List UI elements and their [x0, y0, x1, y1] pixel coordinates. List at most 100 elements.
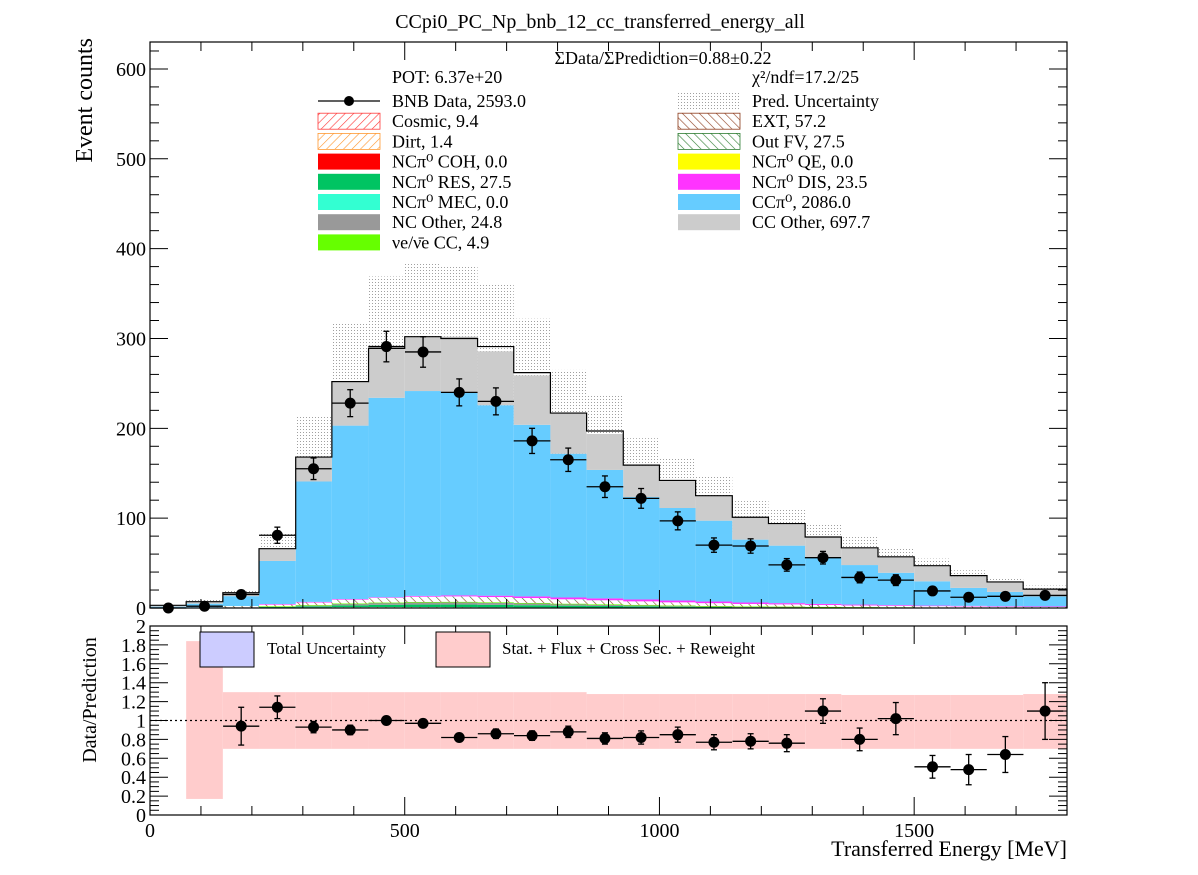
- y-tick-label-bottom: 1.4: [121, 673, 146, 695]
- stack-bar-7: [987, 606, 1024, 608]
- stack-bar-7: [768, 605, 806, 607]
- stack-bar-12: [950, 576, 988, 588]
- stack-bar-3: [623, 606, 660, 608]
- stack-bar-12: [805, 537, 842, 558]
- stack-bar-12: [550, 413, 587, 454]
- y-tick-label-bottom: 0: [136, 805, 146, 827]
- ratio-point: [672, 729, 684, 741]
- ratio-point: [781, 737, 793, 749]
- data-point: [635, 492, 647, 504]
- ratio-band-bin: [950, 694, 988, 749]
- data-point: [927, 585, 939, 597]
- prediction-total-outline: [149, 336, 1068, 608]
- legend-swatch: [318, 214, 380, 231]
- stack-bar-7: [732, 604, 769, 607]
- stack-bar-6: [404, 601, 441, 603]
- y-tick-label-top: 600: [116, 59, 146, 81]
- legend-swatch: [677, 112, 741, 130]
- stack-bar-10: [695, 601, 733, 604]
- stack-bar-8: [841, 605, 878, 607]
- x-tick-label-bottom: 500: [390, 820, 420, 842]
- data-point: [854, 571, 866, 583]
- stack-bar-11: [259, 560, 296, 605]
- stack-bar-7: [513, 600, 551, 603]
- stack-bar-12: [987, 581, 1024, 592]
- stack-bar-10: [440, 595, 478, 597]
- data-point: [308, 463, 320, 475]
- data-point: [344, 397, 356, 409]
- legend-swatch: [678, 153, 740, 170]
- legend-label: Dirt, 1.4: [392, 131, 453, 151]
- stack-bar-7: [586, 601, 624, 605]
- y-tick-label-bottom: 1.2: [121, 692, 146, 714]
- stack-bar-8: [732, 603, 769, 605]
- data-point: [708, 539, 720, 551]
- stack-bar-6: [368, 602, 405, 604]
- data-point: [235, 589, 247, 601]
- stack-bar-11: [331, 425, 369, 600]
- ratio-point: [562, 726, 574, 738]
- y-tick-label-bottom: 0.2: [121, 786, 146, 808]
- stack-bar-10: [295, 601, 332, 603]
- y-tick-label-bottom: 0.6: [121, 748, 146, 770]
- y-tick-label-bottom: 0.8: [121, 729, 146, 751]
- ratio-point: [890, 713, 902, 725]
- legend-label: NCπ⁰ MEC, 0.0: [392, 192, 508, 212]
- stack-bar-12: [659, 481, 696, 509]
- y-tick-label-bottom: 1.8: [121, 635, 146, 657]
- stack-bar-7: [877, 606, 915, 608]
- stack-bar-10: [259, 604, 296, 605]
- stack-bar-6: [695, 606, 733, 607]
- stack-bar-3: [331, 605, 369, 608]
- stack-bar-11: [550, 453, 587, 598]
- legend-swatch: [318, 173, 380, 190]
- stack-bar-6: [513, 602, 551, 604]
- stack-bar-8: [404, 596, 441, 599]
- legend-data-marker: [344, 96, 354, 106]
- stack-bar-10: [586, 598, 624, 601]
- x-tick-label-bottom: 1500: [894, 820, 934, 842]
- data-point: [417, 346, 429, 358]
- stack-bar-7: [914, 606, 951, 608]
- stack-bar-3: [477, 604, 514, 608]
- legend-label: Out FV, 27.5: [752, 131, 845, 151]
- stack-bar-7: [695, 604, 733, 607]
- legend-swatch: [678, 194, 740, 210]
- stack-bar-6: [659, 605, 696, 607]
- ratio-band-bin: [914, 694, 951, 749]
- legend-label: NCπ⁰ RES, 27.5: [392, 172, 511, 192]
- stack-bar-6: [295, 605, 332, 606]
- stack-bar-8: [440, 596, 478, 599]
- stack-bar-10: [805, 603, 842, 605]
- stack-bar-7: [805, 605, 842, 607]
- stack-bar-7: [331, 600, 369, 604]
- stack-bar-8: [950, 606, 988, 607]
- ratio-point: [745, 735, 757, 747]
- stack-bar-5: [440, 602, 478, 605]
- stack-bar-8: [877, 605, 915, 607]
- stack-bar-10: [732, 602, 769, 604]
- stack-bar-5: [586, 604, 624, 607]
- data-point: [817, 552, 829, 564]
- stack-bar-6: [768, 606, 806, 608]
- ratio-point: [344, 724, 356, 736]
- x-tick-label-bottom: 0: [145, 820, 155, 842]
- stack-bar-8: [987, 606, 1024, 608]
- ratio-annotation: ΣData/ΣPrediction=0.88±0.22: [555, 48, 772, 68]
- stack-bar-8: [768, 604, 806, 606]
- stack-bar-3: [295, 606, 332, 608]
- legend-stat-flux-swatch: [435, 631, 491, 668]
- data-point: [672, 515, 684, 527]
- stack-bar-8: [477, 597, 514, 600]
- y-tick-label-top: 300: [116, 328, 146, 350]
- stack-bar-11: [295, 481, 332, 602]
- ratio-point: [635, 732, 647, 744]
- stack-bar-8: [550, 599, 587, 601]
- legend-label: CC Other, 697.7: [752, 212, 870, 232]
- stack-bar-11: [222, 596, 260, 607]
- legend-swatch: [678, 214, 740, 231]
- stack-bar-12: [695, 495, 733, 521]
- legend-label: CCπ⁰, 2086.0: [752, 192, 851, 212]
- y-tick-label-bottom: 1: [136, 711, 146, 733]
